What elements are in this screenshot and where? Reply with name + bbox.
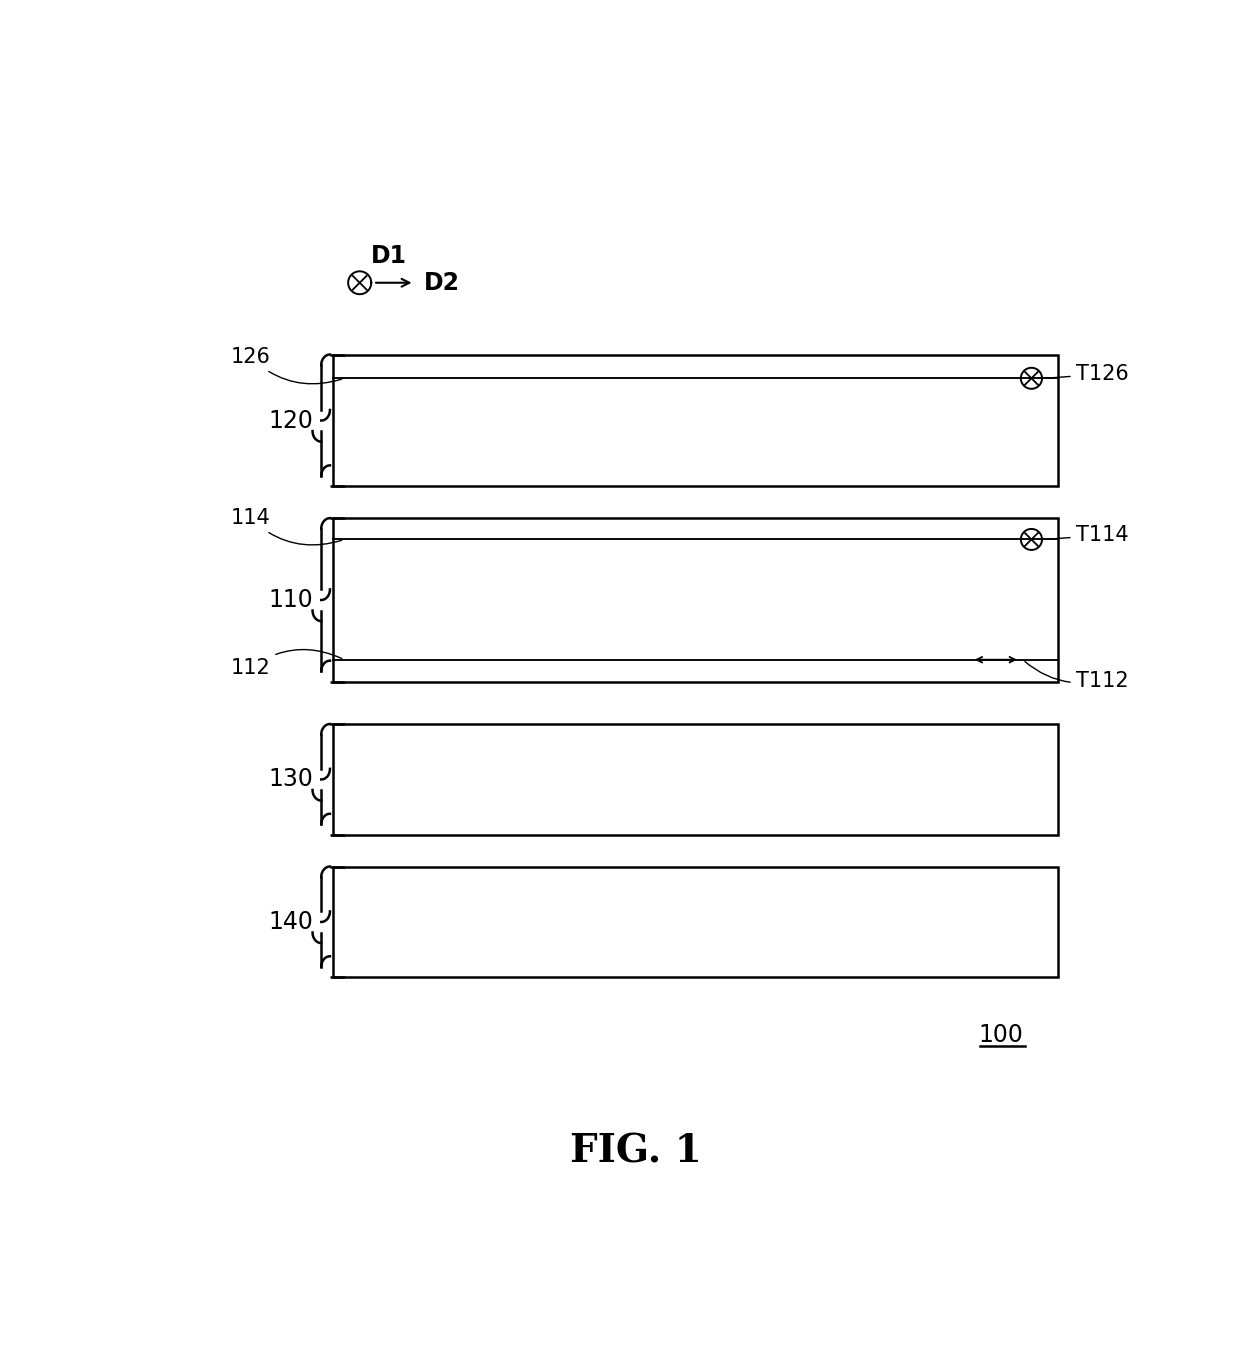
Text: 112: 112: [231, 650, 342, 679]
Text: 126: 126: [231, 347, 342, 384]
Text: 110: 110: [268, 588, 312, 611]
Text: FIG. 1: FIG. 1: [569, 1132, 702, 1171]
Text: 100: 100: [978, 1023, 1023, 1047]
Bar: [332, 355, 1058, 487]
Text: 130: 130: [268, 768, 312, 791]
Bar: [332, 518, 1058, 681]
Text: T112: T112: [1025, 662, 1128, 691]
Text: D2: D2: [424, 270, 460, 295]
Text: T126: T126: [1048, 365, 1128, 384]
Text: D1: D1: [371, 244, 407, 269]
Bar: [332, 724, 1058, 835]
Bar: [332, 866, 1058, 978]
Text: 114: 114: [231, 509, 342, 544]
Text: 140: 140: [268, 910, 312, 934]
Text: 120: 120: [268, 409, 312, 432]
Text: T114: T114: [1048, 525, 1128, 546]
